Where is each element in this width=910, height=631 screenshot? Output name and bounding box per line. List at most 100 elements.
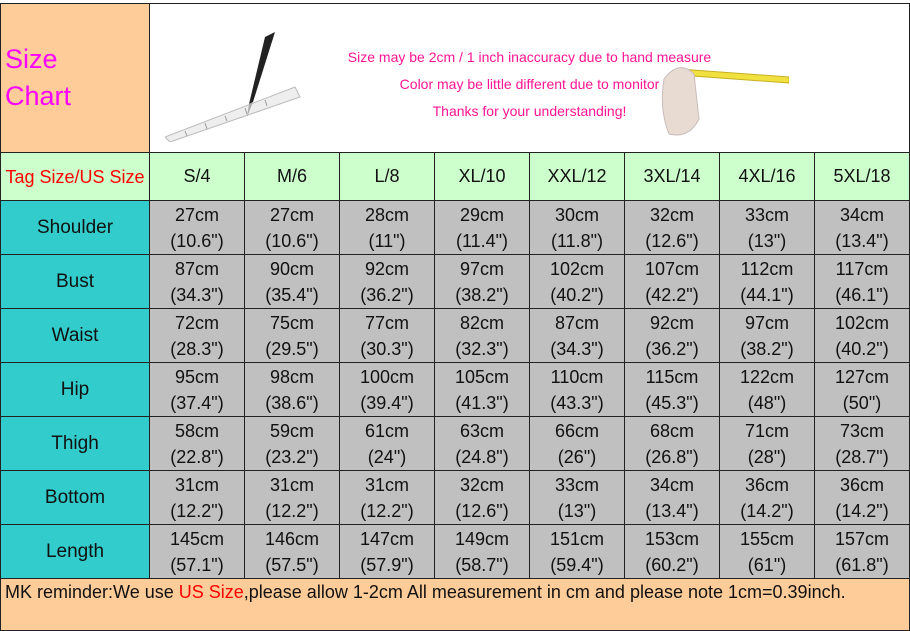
value-inch: (10.6") [170, 230, 224, 251]
measurement-cell: 107cm (42.2") [624, 254, 720, 309]
value-inch: (11.8") [550, 230, 604, 251]
value-cm: 34cm [839, 204, 884, 225]
value-inch: (60.2") [645, 554, 699, 575]
size-chart-title: Size Chart [0, 3, 150, 153]
notice-line-color: Color may be little different due to mon… [399, 76, 660, 92]
notice-lines: Size may be 2cm / 1 inch inaccuracy due … [151, 44, 909, 125]
size-column-header: 5XL/18 [814, 152, 910, 201]
measurement-cell: 117cm (46.1") [814, 254, 910, 309]
measurement-cell: 32cm (12.6") [434, 470, 530, 525]
value-cm: 112cm [740, 258, 794, 279]
value-inch: (12.2") [265, 500, 319, 521]
value-cm: 61cm [364, 420, 409, 441]
measurement-cell: 36cm (14.2") [814, 470, 910, 525]
value-inch: (14.2") [835, 500, 889, 521]
value-inch: (45.3") [645, 392, 699, 413]
measurement-cell: 34cm (13.4") [624, 470, 720, 525]
value-cm: 97cm [459, 258, 504, 279]
notice-line-accuracy: Size may be 2cm / 1 inch inaccuracy due … [347, 49, 712, 65]
value-cm: 30cm [554, 204, 599, 225]
value-inch: (26") [557, 446, 597, 467]
measurement-cell: 28cm (11") [339, 200, 435, 255]
measurement-cell: 97cm (38.2") [434, 254, 530, 309]
value-cm: 92cm [649, 312, 694, 333]
value-cm: 127cm [834, 366, 890, 387]
value-inch: (13.4") [645, 500, 699, 521]
value-cm: 107cm [644, 258, 700, 279]
measurement-row: Shoulder 27cm (10.6") 27cm (10.6") 28cm (11") 2… [0, 200, 910, 255]
value-inch: (10.6") [265, 230, 319, 251]
value-cm: 146cm [264, 528, 320, 549]
measurement-cell: 151cm (59.4") [529, 524, 625, 579]
value-cm: 58cm [174, 420, 219, 441]
value-inch: (30.3") [360, 338, 414, 359]
value-cm: 27cm [269, 204, 314, 225]
size-header-row: Tag Size/US Size S/4 M/6 L/8 XL/10 XXL/12 3XL… [0, 152, 910, 201]
value-inch: (12.2") [170, 500, 224, 521]
value-cm: 92cm [364, 258, 409, 279]
size-column-header: L/8 [339, 152, 435, 201]
measurement-cell: 27cm (10.6") [149, 200, 245, 255]
measurement-label: Waist [0, 308, 150, 363]
value-cm: 87cm [554, 312, 599, 333]
measurement-cell: 33cm (13") [529, 470, 625, 525]
value-cm: 72cm [174, 312, 219, 333]
measurement-cell: 102cm (40.2") [814, 308, 910, 363]
measurement-cell: 82cm (32.3") [434, 308, 530, 363]
value-inch: (48") [747, 392, 787, 413]
value-cm: 90cm [269, 258, 314, 279]
measurement-label: Shoulder [0, 200, 150, 255]
measurement-cell: 110cm (43.3") [529, 362, 625, 417]
value-inch: (22.8") [170, 446, 224, 467]
notice-banner: Size may be 2cm / 1 inch inaccuracy due … [149, 3, 910, 153]
value-inch: (38.2") [740, 338, 794, 359]
measurement-cell: 87cm (34.3") [529, 308, 625, 363]
measurement-cell: 59cm (23.2") [244, 416, 340, 471]
measurement-cell: 36cm (14.2") [719, 470, 815, 525]
value-inch: (35.4") [265, 284, 319, 305]
value-cm: 28cm [364, 204, 409, 225]
measurement-row: Length 145cm (57.1") 146cm (57.5") 147cm (57.9… [0, 524, 910, 579]
value-cm: 29cm [459, 204, 504, 225]
value-inch: (13") [747, 230, 787, 251]
value-cm: 145cm [169, 528, 225, 549]
measurement-cell: 34cm (13.4") [814, 200, 910, 255]
value-inch: (57.5") [265, 554, 319, 575]
value-cm: 33cm [744, 204, 789, 225]
value-inch: (61") [747, 554, 787, 575]
reminder-highlight: US Size [178, 582, 244, 602]
measurement-row: Thigh 58cm (22.8") 59cm (23.2") 61cm (24") 63cm… [0, 416, 910, 471]
value-inch: (59.4") [550, 554, 604, 575]
value-cm: 36cm [839, 474, 884, 495]
value-inch: (41.3") [455, 392, 509, 413]
value-inch: (46.1") [835, 284, 889, 305]
measurement-cell: 153cm (60.2") [624, 524, 720, 579]
value-cm: 31cm [269, 474, 314, 495]
measurement-cell: 31cm (12.2") [339, 470, 435, 525]
value-cm: 33cm [554, 474, 599, 495]
value-cm: 151cm [549, 528, 605, 549]
value-inch: (12.6") [455, 500, 509, 521]
value-cm: 102cm [834, 312, 890, 333]
value-cm: 155cm [739, 528, 795, 549]
value-cm: 68cm [649, 420, 694, 441]
value-inch: (38.6") [265, 392, 319, 413]
value-inch: (28") [747, 446, 787, 467]
measurement-cell: 145cm (57.1") [149, 524, 245, 579]
value-cm: 71cm [744, 420, 789, 441]
footer-row: MK reminder:We use US Size,please allow … [0, 578, 910, 631]
measurement-cell: 29cm (11.4") [434, 200, 530, 255]
measurement-label: Bottom [0, 470, 150, 525]
measurement-cell: 102cm (40.2") [529, 254, 625, 309]
hand-tape-measure-icon [661, 67, 789, 136]
measurement-cell: 105cm (41.3") [434, 362, 530, 417]
value-inch: (36.2") [360, 284, 414, 305]
value-cm: 59cm [269, 420, 314, 441]
value-inch: (24") [367, 446, 407, 467]
value-cm: 95cm [174, 366, 219, 387]
value-cm: 149cm [454, 528, 510, 549]
value-inch: (40.2") [550, 284, 604, 305]
size-column-header: 4XL/16 [719, 152, 815, 201]
value-inch: (37.4") [170, 392, 224, 413]
